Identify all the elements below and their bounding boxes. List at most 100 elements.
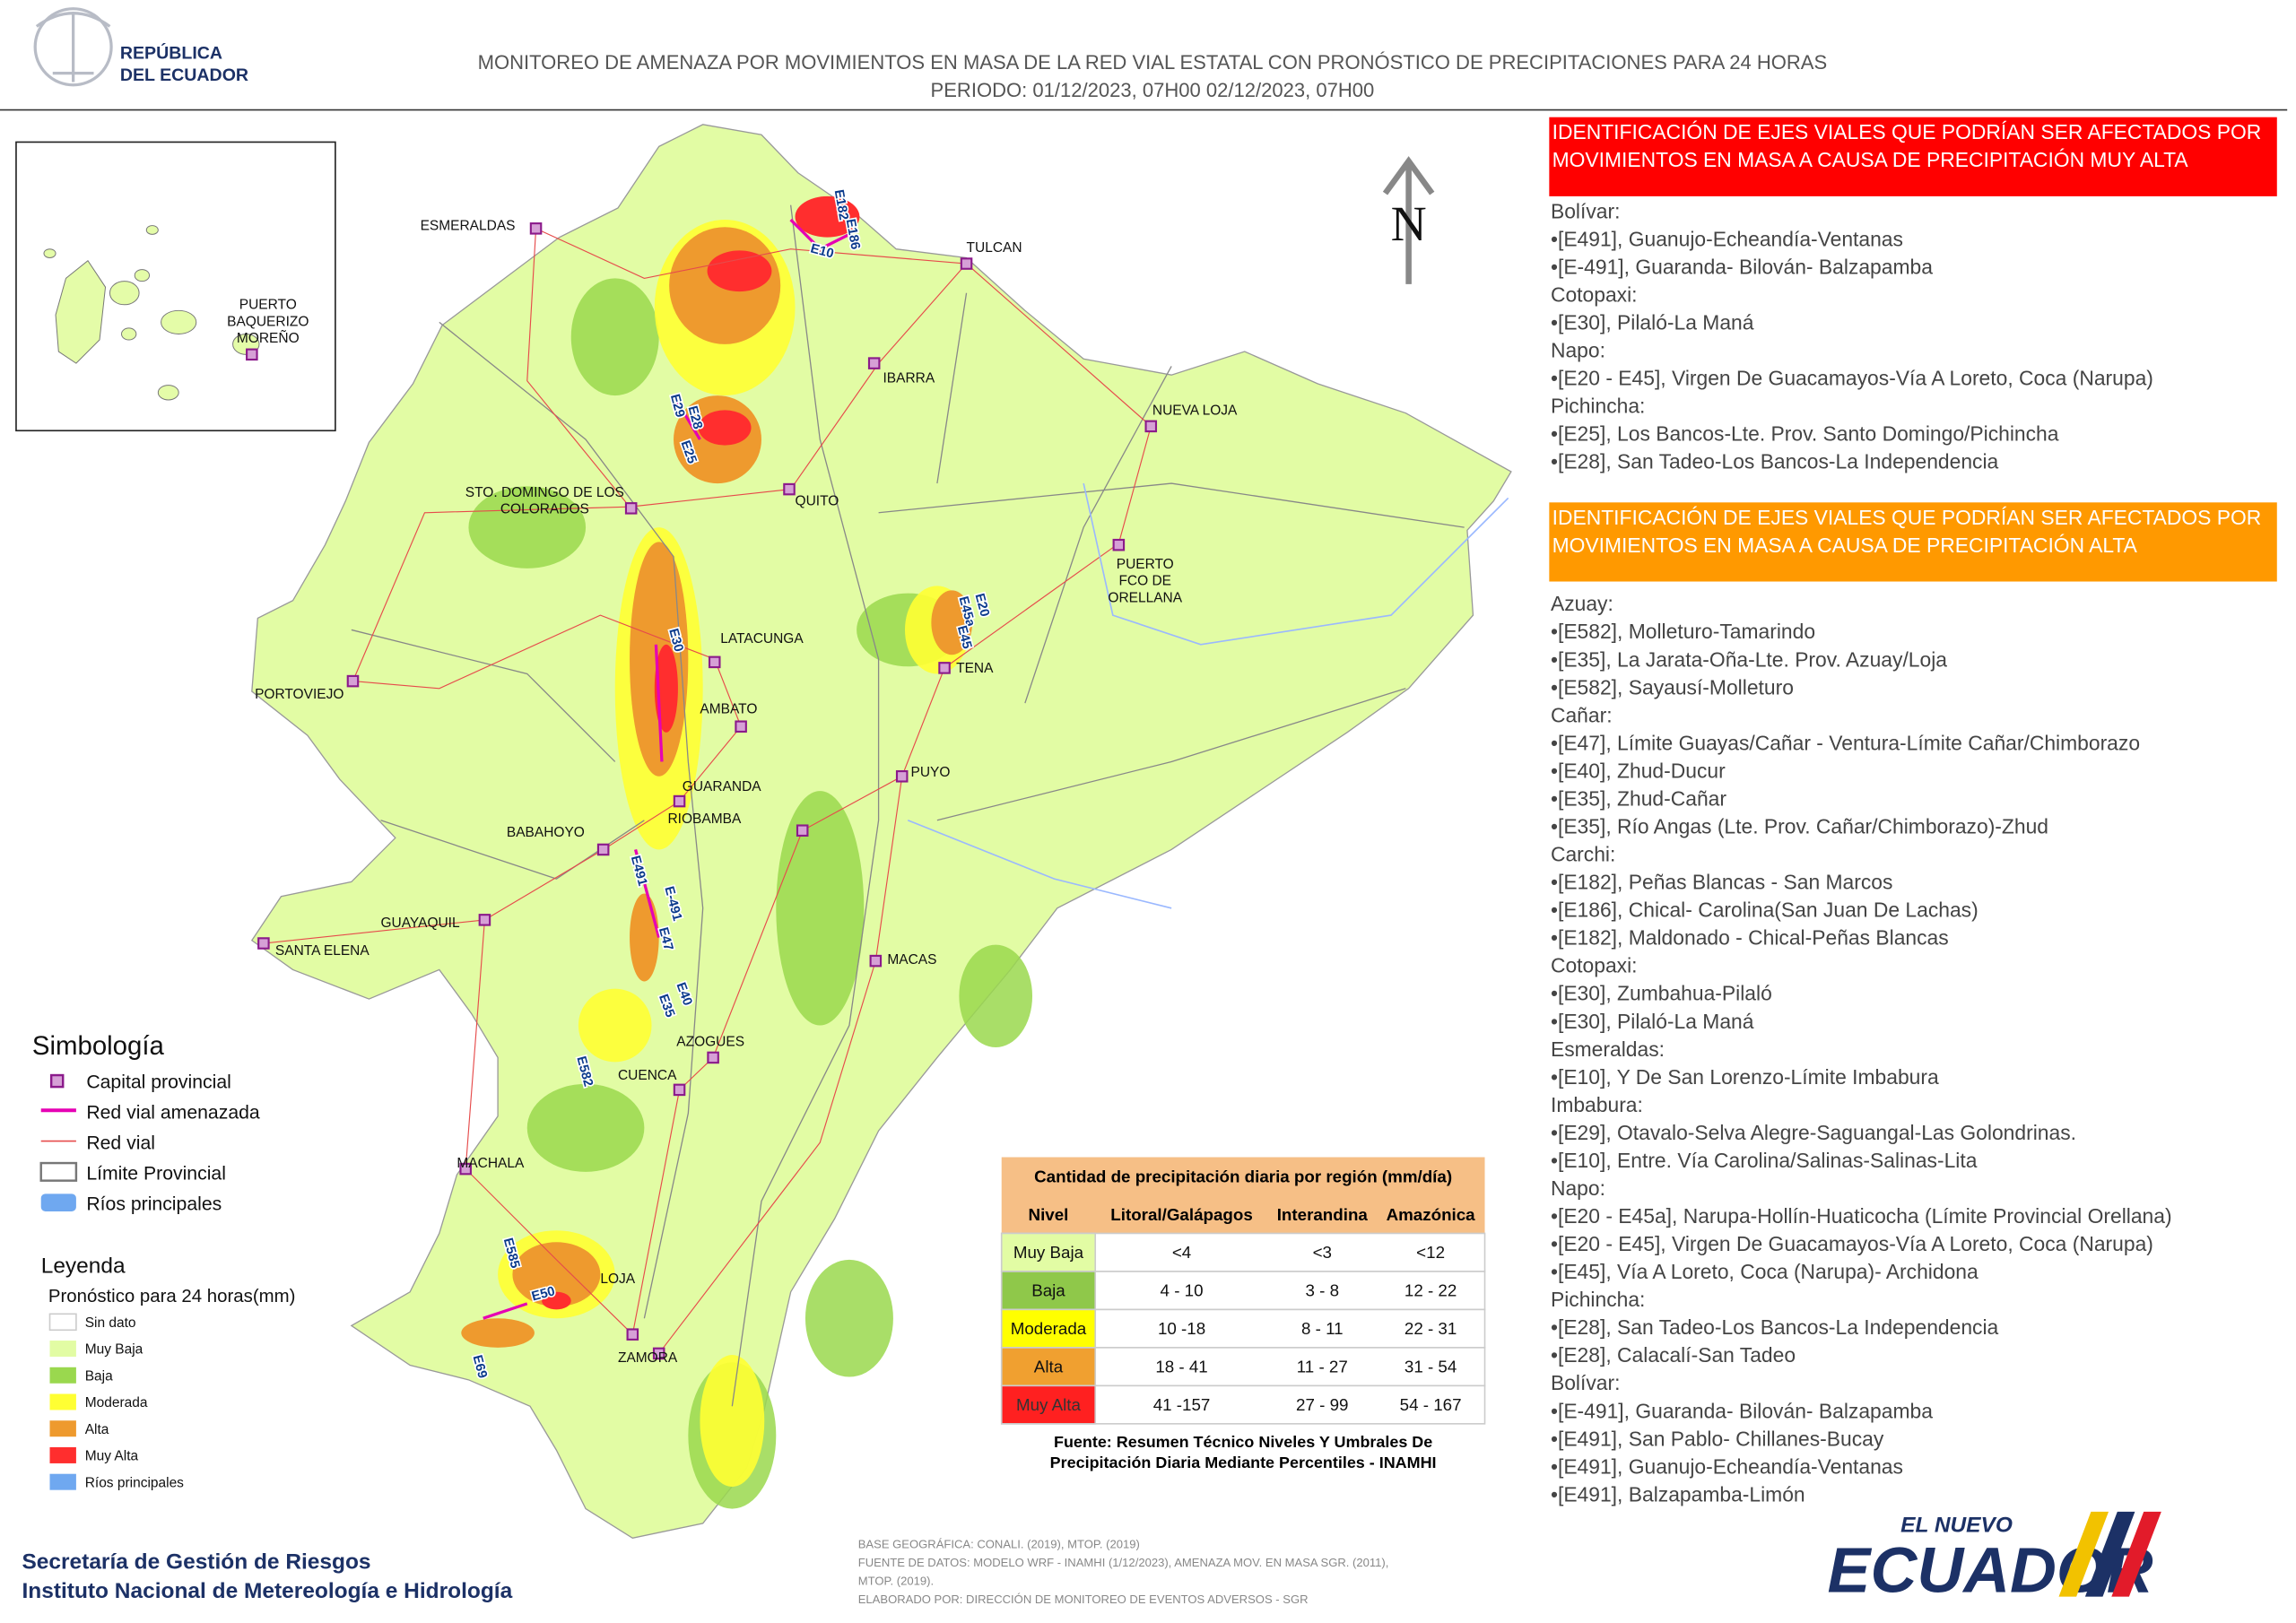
panel-line: •[E28], Calacalí-San Tadeo [1551,1343,1796,1367]
panel-heading-box [1549,502,2277,582]
table-cell: 3 - 8 [1306,1281,1340,1300]
legend-item: Sin dato [85,1315,136,1331]
city-marker [596,843,610,856]
city-layer: ESMERALDAS TULCAN IBARRA NUEVA LOJA QUITO STO… [227,218,1238,1366]
legend-item: Ríos principales [85,1475,184,1490]
panel-line: •[E582], Molleturo-Tamarindo [1551,620,1815,643]
panel-line: •[E10], Entre. Vía Carolina/Salinas-Sali… [1551,1149,1978,1172]
table-header: Litoral/Galápagos [1110,1205,1252,1224]
city-marker [938,662,951,674]
symbology-item: Capital provincial [86,1072,231,1093]
city-label: ORELLANA [1108,590,1182,605]
city-marker [459,1162,472,1176]
symbol [39,1161,78,1182]
panel-line: Bolívar: [1551,1371,1620,1394]
city-label: TENA [956,661,994,676]
galapagos [43,225,260,401]
panel-line: •[E20 - E45a], Narupa-Hollín-Huaticocha … [1551,1204,2172,1228]
city-marker [1144,420,1158,433]
title: MONITOREO DE AMENAZA POR MOVIMIENTOS EN … [478,51,1828,74]
city-marker [626,1328,639,1341]
table-source: Fuente: Resumen Técnico Niveles Y Umbral… [1054,1433,1432,1451]
panel-line: Imbabura: [1551,1093,1643,1116]
symbology-item: Red vial [86,1133,155,1154]
city-label: MACHALA [457,1156,525,1171]
legend-title: Leyenda [41,1254,126,1279]
city-label: COLORADOS [500,502,589,517]
panel-line: Azuay: [1551,592,1613,615]
city-marker [478,914,491,926]
city-label: AZOGUES [676,1034,744,1049]
city-label: CUENCA [618,1068,677,1083]
legend-item: Moderada [85,1395,148,1410]
legend-subtitle: Pronóstico para 24 horas(mm) [48,1287,296,1306]
symbol [49,1073,65,1089]
legend-item: Muy Baja [85,1342,144,1358]
city-marker [783,482,796,496]
city-marker [246,348,258,361]
panel-line: •[E35], Zhud-Cañar [1551,786,1726,810]
city-label: PUERTO [1117,557,1174,572]
city-label: FCO DE [1118,574,1171,589]
table-cell: 41 -157 [1153,1395,1211,1414]
city-marker [960,257,973,270]
ecuador-map [250,124,1512,1539]
panel-line: •[E491], Balzapamba-Limón [1551,1482,1805,1506]
table-cell: 18 - 41 [1155,1358,1207,1376]
panel-heading-box [1549,117,2277,196]
legend-swatch [49,1473,76,1490]
city-label: BABAHOYO [507,825,585,840]
city-marker [895,770,909,783]
table-cell: 11 - 27 [1297,1358,1348,1376]
panel-line: •[E-491], Guaranda- Bilován- Balzapamba [1551,1399,1933,1422]
panel-line: •[E29], Otavalo-Selva Alegre-Saguangal-L… [1551,1121,2076,1144]
table-cell: 10 -18 [1158,1319,1205,1338]
org: Secretaría de Gestión de Riesgos [22,1550,370,1575]
panel-line: •[E35], Río Angas (Lte. Prov. Cañar/Chim… [1551,814,2048,838]
org: Instituto Nacional de Metereología e Hid… [22,1579,512,1603]
city-marker [707,1051,719,1064]
legend-item: Muy Alta [85,1449,139,1464]
city-marker [735,720,747,733]
precipitation-table: Cantidad de precipitación diaria por reg… [1000,1157,1486,1471]
table-cell: Baja [1031,1281,1065,1300]
logo-text: REPÚBLICA [120,41,222,63]
logo: REPÚBLICA DEL ECUADOR [33,7,248,87]
city-label: PUERTO [239,298,297,313]
panel-line: Cotopaxi: [1551,283,1638,307]
city-label: QUITO [796,494,839,509]
level-cell [1000,1271,1097,1311]
panel-line: •[E491], San Pablo- Chillanes-Bucay [1551,1427,1884,1450]
panel-line: Cañar: [1551,703,1613,726]
table-cell: Muy Baja [1013,1243,1084,1262]
logo-text: DEL ECUADOR [120,65,248,85]
credit-line: BASE GEOGRÁFICA: CONALI. (2019), MTOP. (… [858,1538,1140,1551]
panel-line: •[E186], Chical- Carolina(San Juan De La… [1551,898,1979,922]
city-marker [673,794,686,808]
city-label: MACAS [887,952,936,968]
panel-line: •[E28], San Tadeo-Los Bancos-La Independ… [1551,450,1999,473]
table-header: Interandina [1277,1205,1369,1224]
city-marker [346,674,360,688]
brand: EL NUEVO ECUADOR [1828,1511,2161,1607]
panel-line: •[E25], Los Bancos-Lte. Prov. Santo Domi… [1551,422,2059,446]
panel-heading: IDENTIFICACIÓN DE EJES VIALES QUE PODRÍA… [1552,506,2262,529]
panel-line: •[E47], Límite Guayas/Cañar - Ventura-Lí… [1551,731,2140,754]
city-marker [869,954,883,968]
panel-heading: MOVIMIENTOS EN MASA A CAUSA DE PRECIPITA… [1552,148,2189,171]
table-cell: <12 [1416,1243,1445,1262]
city-marker [257,937,270,950]
symbology: Simbología Capital provincial Red vial am… [32,1031,260,1214]
panel-line: Pichincha: [1551,1288,1645,1311]
road-label: E182 [831,188,851,221]
table-cell: 8 - 11 [1301,1319,1344,1338]
city-label: MOREÑO [237,331,300,346]
table-header: Amazónica [1387,1205,1476,1224]
table-cell: 54 - 167 [1400,1395,1462,1414]
panel-line: •[E30], Pilaló-La Maná [1551,1010,1754,1033]
period: PERIODO: 01/12/2023, 07H00 02/12/2023, 0… [931,79,1375,101]
legend-item: Alta [85,1422,109,1437]
panel-line: •[E30], Zumbahua-Pilaló [1551,982,1772,1005]
city-marker [708,655,721,669]
table-title-cell [1001,1157,1485,1195]
